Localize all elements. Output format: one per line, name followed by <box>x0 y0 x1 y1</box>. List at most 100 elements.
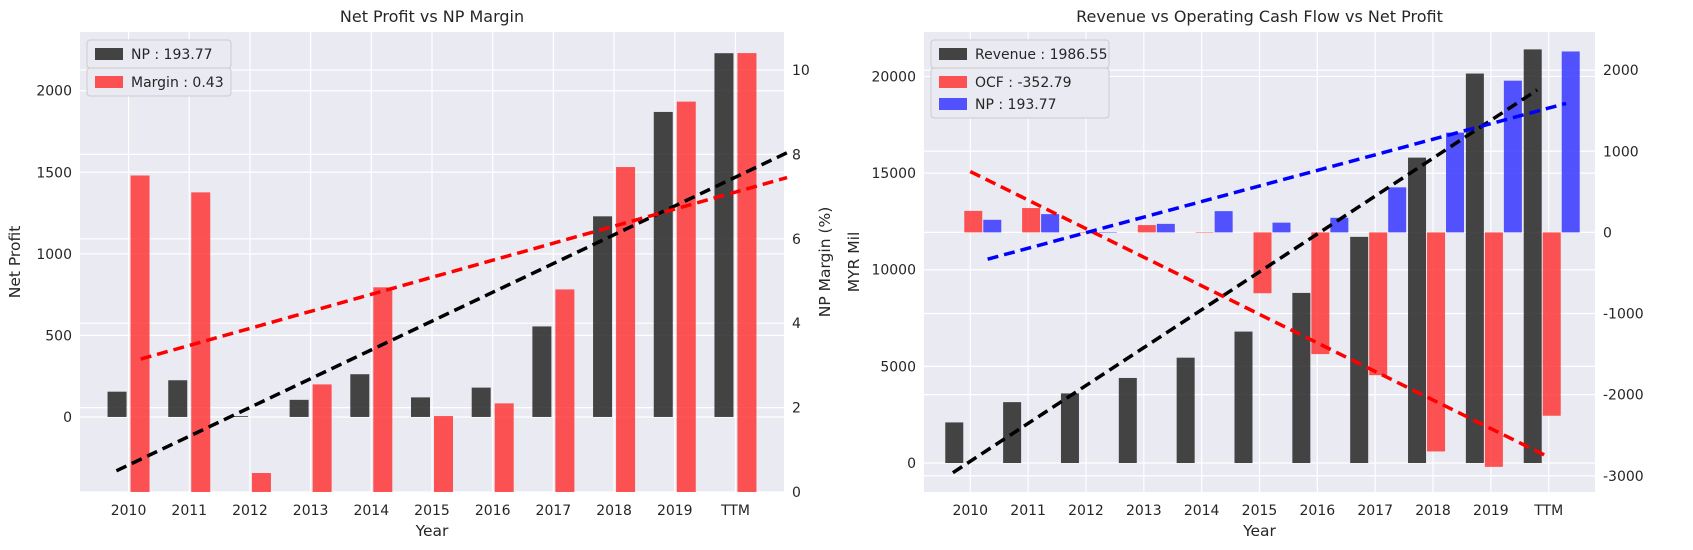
x-tick-label: 2018 <box>1415 503 1451 519</box>
y-right-tick-label: 0 <box>1603 225 1612 241</box>
bar-2 <box>191 192 211 492</box>
y-tick-label: 20000 <box>871 69 916 85</box>
bar-2 <box>312 384 332 492</box>
x-tick-label: 2015 <box>414 503 450 519</box>
legend-swatch <box>95 76 123 88</box>
y-right-tick-label: 10 <box>792 63 810 79</box>
x-tick-label: 2018 <box>596 503 632 519</box>
bar-3 <box>1446 132 1465 233</box>
bar-1 <box>1292 292 1311 464</box>
y-tick-label: 5000 <box>880 359 916 375</box>
x-tick-label: 2016 <box>475 503 511 519</box>
y-right-tick-label: 8 <box>792 147 801 163</box>
y-tick-label: 10000 <box>871 263 916 279</box>
trend-line-2 <box>140 175 788 361</box>
bar-1 <box>653 111 673 417</box>
legend-swatch <box>95 48 123 60</box>
chart-panel-1: 0 500 1000 1500 2000 0 2 4 6 8 10 2010 2011 2012 2013 2… <box>6 7 834 540</box>
bar-2 <box>1542 232 1561 416</box>
bar-3 <box>1561 51 1580 233</box>
legend-label: Margin : 0.43 <box>131 75 224 91</box>
bar-1 <box>1465 73 1484 464</box>
x-tick-label: TTM <box>1533 503 1563 519</box>
bar-1 <box>532 326 552 417</box>
y-right-tick-label: 2000 <box>1603 63 1639 79</box>
x-tick-label: 2019 <box>1473 503 1509 519</box>
x-tick-label: 2016 <box>1300 503 1336 519</box>
x-tick-label: 2014 <box>353 503 389 519</box>
y-right-tick-label: 6 <box>792 232 801 248</box>
bar-1 <box>1176 357 1195 464</box>
x-tick-label: 2012 <box>232 503 268 519</box>
legend-label: NP : 193.77 <box>975 97 1057 113</box>
bar-2 <box>1427 232 1446 452</box>
x-tick-label: 2017 <box>536 503 572 519</box>
y-tick-label: 1000 <box>36 247 72 263</box>
y-tick-label: 2000 <box>36 84 72 100</box>
bar-1 <box>945 422 964 464</box>
bar-2 <box>676 101 696 492</box>
bar-2 <box>1311 232 1330 355</box>
bar-3 <box>1041 214 1060 233</box>
x-tick-label: 2017 <box>1357 503 1393 519</box>
x-tick-label: TTM <box>720 503 750 519</box>
bar-1 <box>411 397 430 417</box>
y-right-axis-label: NP Margin (%) <box>816 207 834 318</box>
y-tick-label: 0 <box>63 410 72 426</box>
bar-2 <box>1195 232 1214 233</box>
x-tick-label: 2011 <box>1010 503 1046 519</box>
bar-2 <box>494 403 514 492</box>
legend-box <box>930 67 1110 119</box>
bar-2 <box>251 473 271 492</box>
legend-label: OCF : -352.79 <box>975 75 1072 91</box>
legend-swatch <box>939 76 967 88</box>
trend-line-1 <box>115 151 788 473</box>
x-tick-label: 2012 <box>1068 503 1104 519</box>
y-axis-label: Net Profit <box>6 226 24 299</box>
bar-1 <box>1350 236 1369 464</box>
y-right-tick-label: -2000 <box>1603 388 1644 404</box>
legend-label: NP : 193.77 <box>131 47 213 63</box>
bar-2 <box>373 287 393 492</box>
bar-2 <box>130 175 150 492</box>
bar-2 <box>555 289 575 492</box>
bar-1 <box>1118 377 1137 464</box>
y-axis-label: MYR Mil <box>845 232 863 293</box>
chart-panel-2: 0 5000 10000 15000 20000 -3000 -2000 -1000 0 1000… <box>845 7 1644 540</box>
bar-2 <box>434 416 453 492</box>
y-tick-label: 0 <box>907 456 916 472</box>
bar-2 <box>616 167 636 492</box>
x-axis-label: Year <box>415 522 449 540</box>
bar-3 <box>1156 223 1175 233</box>
y-tick-label: 500 <box>45 328 72 344</box>
legend-swatch <box>939 98 967 110</box>
x-tick-label: 2010 <box>111 503 147 519</box>
legend-swatch <box>939 48 967 60</box>
x-axis-label: Year <box>1242 522 1276 540</box>
bar-3 <box>983 219 1002 233</box>
bar-3 <box>1388 187 1407 233</box>
chart-title: Net Profit vs NP Margin <box>340 7 524 26</box>
x-tick-label: 2013 <box>293 503 329 519</box>
trend-line-2 <box>969 169 1550 459</box>
chart-title: Revenue vs Operating Cash Flow vs Net Pr… <box>1076 7 1443 26</box>
bar-1 <box>228 416 248 417</box>
y-right-tick-label: 0 <box>792 485 801 501</box>
bar-2 <box>1022 208 1041 233</box>
bar-1 <box>714 53 734 417</box>
bar-2 <box>1484 232 1503 467</box>
y-tick-label: 1500 <box>36 165 72 181</box>
bar-1 <box>107 391 127 417</box>
trend-line-3 <box>987 101 1567 261</box>
bar-3 <box>1503 80 1522 233</box>
x-tick-label: 2013 <box>1126 503 1162 519</box>
bar-1 <box>1060 393 1079 464</box>
x-tick-label: 2015 <box>1242 503 1278 519</box>
y-right-tick-label: 4 <box>792 316 801 332</box>
bar-2 <box>964 210 983 233</box>
bar-1 <box>1408 157 1427 464</box>
bar-2 <box>1253 232 1272 294</box>
bar-1 <box>1523 49 1542 464</box>
y-right-tick-label: -3000 <box>1603 469 1644 485</box>
